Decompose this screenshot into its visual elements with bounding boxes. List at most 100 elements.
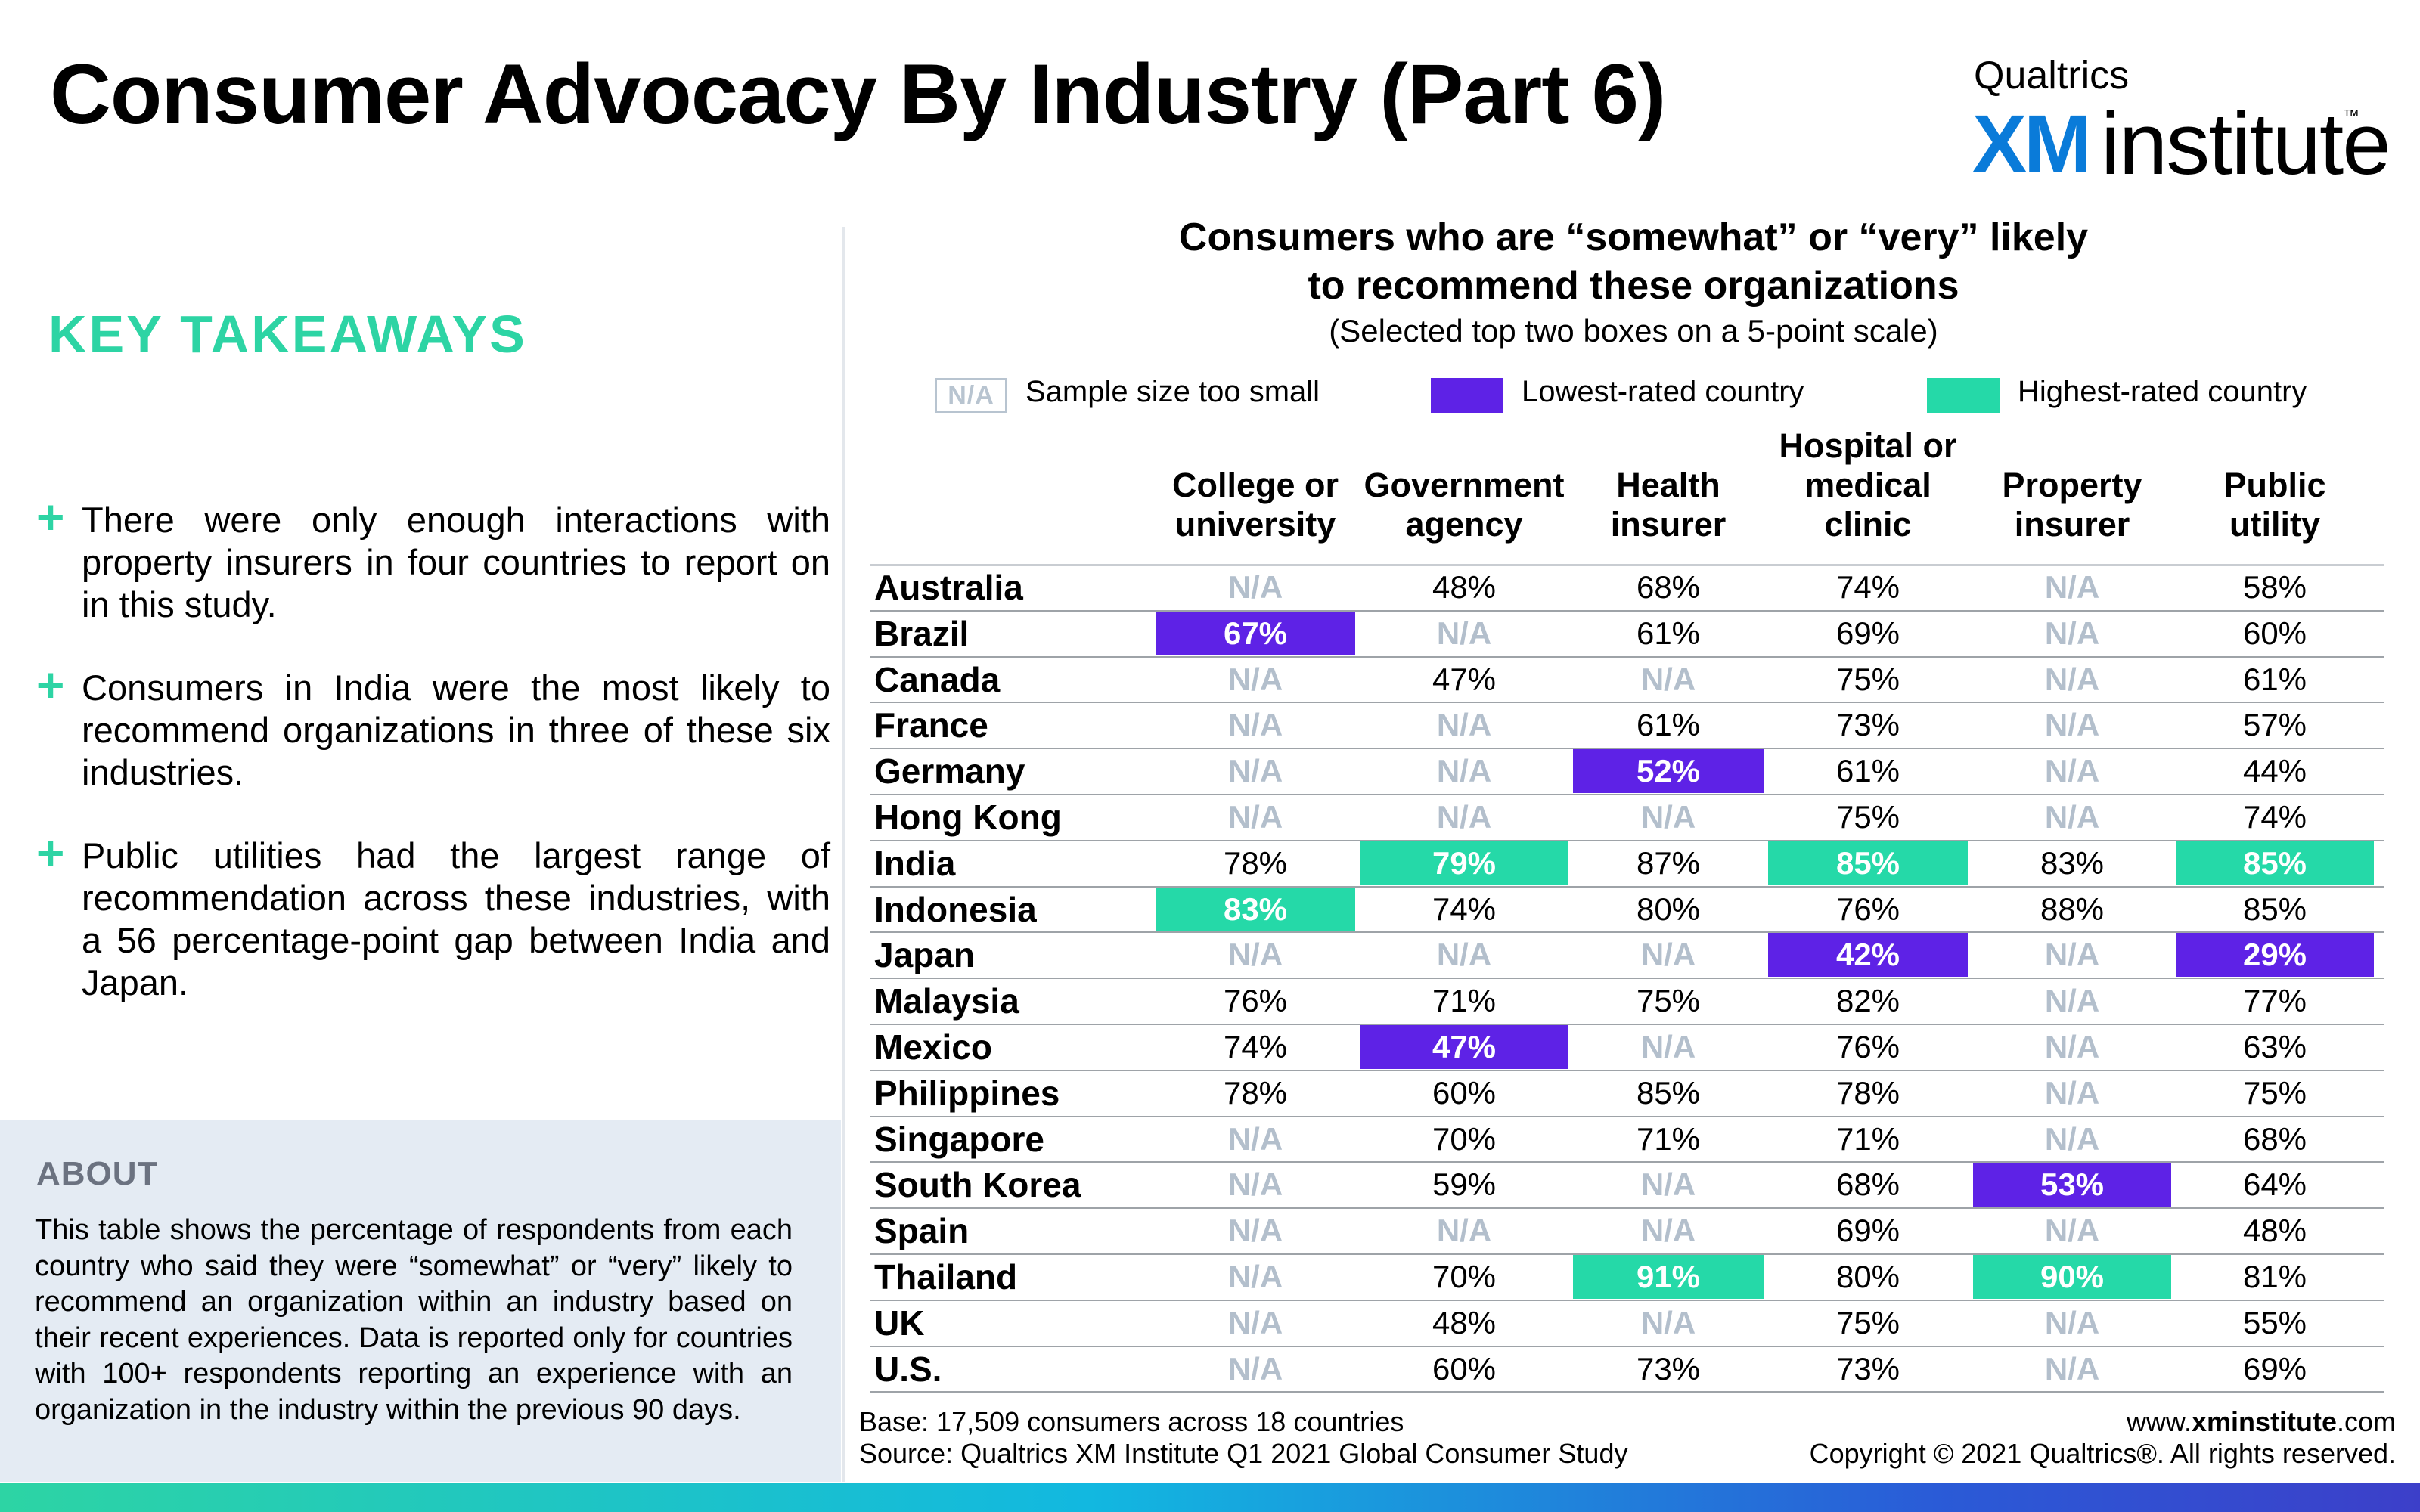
value-cell: 76% (1835, 891, 1900, 927)
value-cell: 80% (1835, 1259, 1900, 1294)
na-cell: N/A (2044, 1120, 2100, 1157)
footer-base: Base: 17,509 consumers across 18 countri… (859, 1406, 1404, 1437)
row-label: Canada (874, 659, 1001, 699)
value-cell: 61% (2242, 661, 2307, 697)
value-cell: 75% (1835, 799, 1900, 835)
row-label: Spain (874, 1211, 970, 1251)
value-cell: 74% (1835, 569, 1900, 605)
column-header-line: Hospital or (1779, 426, 1957, 465)
value-cell: 73% (1835, 707, 1900, 743)
row-label: Singapore (874, 1119, 1044, 1159)
table-header-rule (870, 564, 2384, 566)
value-cell: 75% (1636, 983, 1701, 1019)
na-cell: N/A (1227, 661, 1283, 697)
logo-xm-text: XM (1972, 98, 2092, 189)
value-cell: 61% (1835, 753, 1900, 789)
row-label: U.S. (874, 1349, 942, 1389)
row-label: India (874, 843, 956, 883)
footer-url[interactable]: www.xminstitute.com (1810, 1406, 2396, 1438)
value-cell: 71% (1636, 1120, 1701, 1157)
row-separator (870, 1069, 2384, 1071)
column-header-line: Government (1364, 466, 1565, 504)
xm-institute-logo: Qualtrics XM institute ™ (1966, 53, 2391, 189)
row-label: South Korea (874, 1165, 1081, 1205)
value-cell: 73% (1835, 1350, 1900, 1387)
highest-rated-cell: 79% (1360, 841, 1568, 885)
row-separator (870, 1391, 2384, 1393)
row-label: Mexico (874, 1027, 992, 1067)
value-cell: 55% (2242, 1304, 2307, 1340)
na-cell: N/A (2044, 1029, 2100, 1064)
row-separator (870, 609, 2384, 612)
value-cell: 78% (1223, 844, 1288, 881)
value-cell: 87% (1636, 844, 1701, 881)
na-cell: N/A (2044, 1350, 2100, 1387)
value-cell: 74% (2242, 799, 2307, 835)
value-cell: 69% (1835, 615, 1900, 651)
value-cell: 74% (1223, 1029, 1288, 1064)
na-cell: N/A (1436, 753, 1492, 789)
na-cell: N/A (1640, 1167, 1696, 1203)
legend-low-swatch (1431, 378, 1503, 413)
value-cell: 60% (1432, 1074, 1497, 1111)
logo-institute-text: institute (2101, 94, 2391, 193)
chart-title-line2: to recommend these organizations (1308, 264, 1959, 308)
value-cell: 44% (2242, 753, 2307, 789)
value-cell: 83% (2040, 844, 2105, 881)
value-cell: 71% (1835, 1120, 1900, 1157)
value-cell: 74% (1432, 891, 1497, 927)
plus-icon: + (36, 490, 65, 544)
plus-icon: + (36, 826, 65, 880)
bottom-gradient-bar (0, 1483, 2420, 1512)
row-separator (870, 839, 2384, 841)
lowest-rated-cell: 52% (1573, 749, 1764, 794)
value-cell: 57% (2242, 707, 2307, 743)
na-cell: N/A (1227, 799, 1283, 835)
value-cell: 70% (1432, 1259, 1497, 1294)
row-label: Indonesia (874, 889, 1037, 929)
na-cell: N/A (1640, 1029, 1696, 1064)
value-cell: 78% (1835, 1074, 1900, 1111)
lowest-rated-cell: 47% (1360, 1025, 1568, 1069)
about-panel (0, 1120, 841, 1482)
na-cell: N/A (1640, 937, 1696, 973)
row-label: Australia (874, 568, 1023, 607)
value-cell: 68% (2242, 1120, 2307, 1157)
lowest-rated-cell: 53% (1973, 1163, 2171, 1207)
row-label: Philippines (874, 1073, 1060, 1113)
value-cell: 80% (1636, 891, 1701, 927)
row-separator (870, 1161, 2384, 1163)
column-header-line: insurer (2014, 505, 2130, 544)
na-cell: N/A (1436, 799, 1492, 835)
row-separator (870, 1345, 2384, 1347)
value-cell: 70% (1432, 1120, 1497, 1157)
row-separator (870, 1115, 2384, 1117)
na-cell: N/A (1640, 1213, 1696, 1249)
logo-qualtrics-text: Qualtrics (1974, 54, 2130, 98)
column-header: Hospital or medical clinic (1754, 426, 1981, 544)
legend-low-label: Lowest-rated country (1522, 375, 1804, 408)
row-separator (870, 702, 2384, 704)
legend-high-label: Highest-rated country (2018, 375, 2307, 408)
na-cell: N/A (2044, 983, 2100, 1019)
footer-source: Source: Qualtrics XM Institute Q1 2021 G… (859, 1438, 1628, 1469)
legend-na-label: Sample size too small (1025, 375, 1320, 408)
highest-rated-cell: 91% (1573, 1255, 1764, 1299)
value-cell: 76% (1835, 1029, 1900, 1064)
value-cell: 48% (2242, 1213, 2307, 1249)
row-separator (870, 978, 2384, 980)
column-header: College or university (1142, 466, 1369, 544)
na-cell: N/A (2044, 569, 2100, 605)
legend-high-swatch (1927, 378, 2000, 413)
value-cell: 76% (1223, 983, 1288, 1019)
value-cell: 81% (2242, 1259, 2307, 1294)
column-header-line: utility (2229, 505, 2320, 544)
value-cell: 64% (2242, 1167, 2307, 1203)
value-cell: 75% (1835, 1304, 1900, 1340)
column-header-line: clinic (1824, 505, 1912, 544)
na-cell: N/A (2044, 937, 2100, 973)
na-cell: N/A (1227, 569, 1283, 605)
na-cell: N/A (2044, 615, 2100, 651)
page-title: Consumer Advocacy By Industry (Part 6) (50, 47, 1666, 141)
value-cell: 69% (2242, 1350, 2307, 1387)
